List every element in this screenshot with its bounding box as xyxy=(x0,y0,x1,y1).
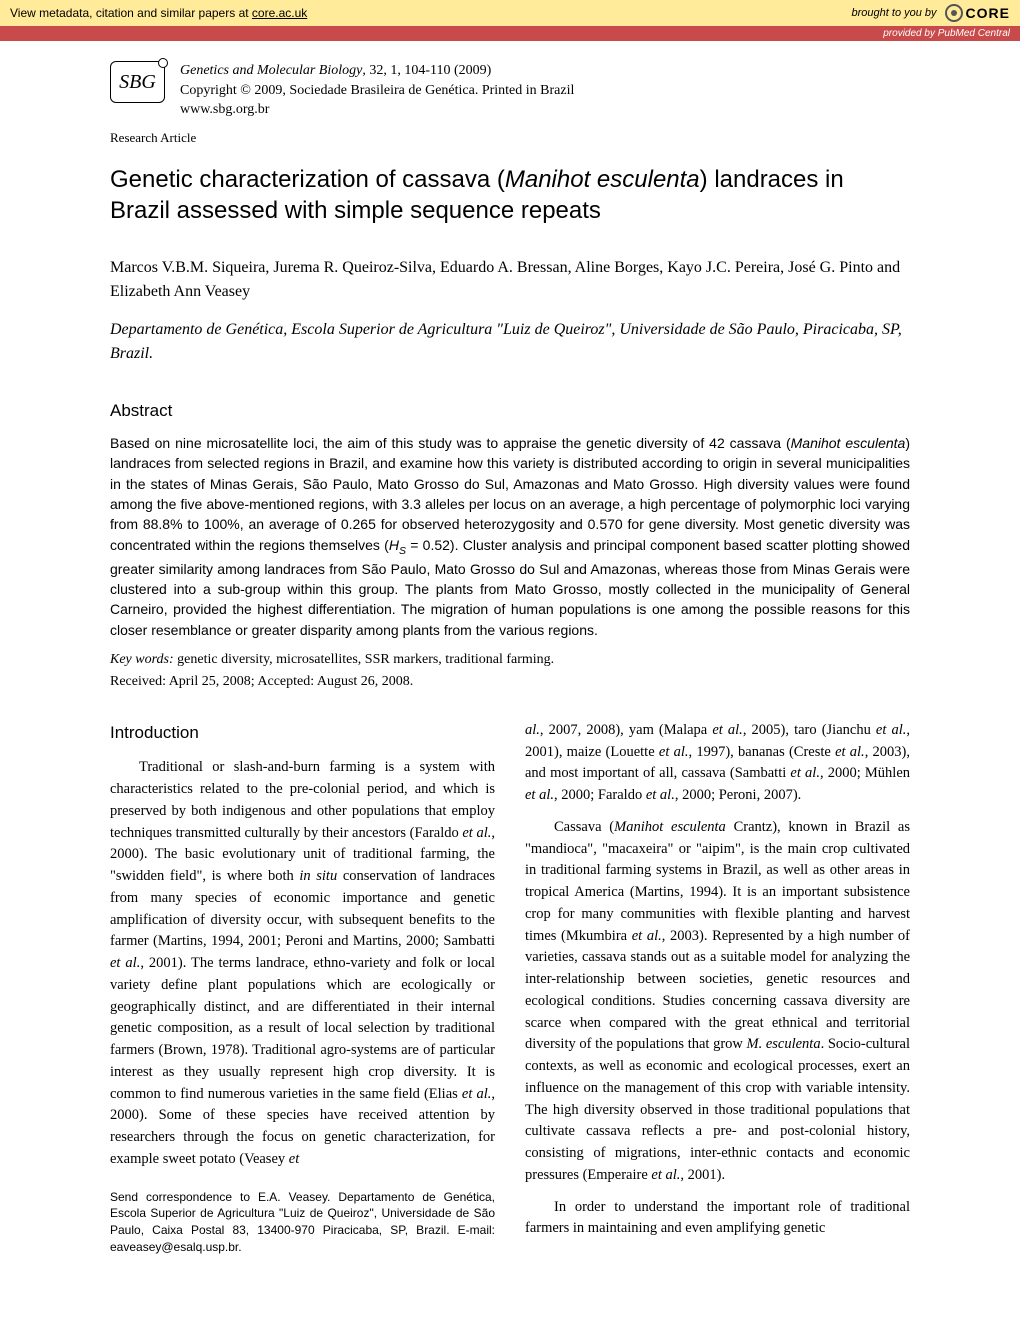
intro-right-p3: In order to understand the important rol… xyxy=(525,1197,910,1241)
abstract-body: Based on nine microsatellite loci, the a… xyxy=(110,433,910,640)
abs-p2: ) landraces from selected regions in Bra… xyxy=(110,435,910,552)
ir-1c: et al. xyxy=(712,722,742,738)
brought-by-text: brought to you by xyxy=(852,7,937,19)
il-etal2: et al. xyxy=(110,955,140,971)
il-1a: Traditional or slash-and-burn farming is… xyxy=(110,759,495,840)
affiliation: Departamento de Genética, Escola Superio… xyxy=(110,318,910,366)
page-content: SBG Genetics and Molecular Biology, 32, … xyxy=(0,41,1020,1296)
core-name: CORE xyxy=(966,5,1010,21)
ir-2e: , 2001). xyxy=(680,1167,725,1183)
intro-right-p2: Cassava (Manihot esculenta Crantz), know… xyxy=(525,817,910,1187)
ir-1m: et al. xyxy=(525,787,554,803)
provider-bar: provided by PubMed Central xyxy=(0,26,1020,41)
article-title: Genetic characterization of cassava (Man… xyxy=(110,164,910,226)
intro-heading: Introduction xyxy=(110,720,495,746)
journal-info: Genetics and Molecular Biology, 32, 1, 1… xyxy=(180,61,574,120)
ir-2sp: Manihot esculenta xyxy=(614,819,726,835)
received-accepted: Received: April 25, 2008; Accepted: Augu… xyxy=(110,674,910,690)
ir-1l: , 2000; Mühlen xyxy=(820,765,910,781)
ir-3: In order to understand the important rol… xyxy=(525,1199,910,1237)
ir-2b: Crantz), known in Brazil as "mandioca", … xyxy=(525,819,910,944)
journal-logo-text: SBG xyxy=(119,71,156,94)
journal-citation: , 32, 1, 104-110 (2009) xyxy=(362,63,491,78)
correspondence: Send correspondence to E.A. Veasey. Depa… xyxy=(110,1189,495,1256)
journal-url: www.sbg.org.br xyxy=(180,100,574,120)
intro-right-column: al., 2007, 2008), yam (Malapa et al., 20… xyxy=(525,720,910,1256)
journal-logo: SBG xyxy=(110,61,165,103)
intro-columns: Introduction Traditional or slash-and-bu… xyxy=(110,720,910,1256)
abs-sub: S xyxy=(399,544,406,556)
metadata-prefix: View metadata, citation and similar pape… xyxy=(10,6,252,20)
abs-hs: H xyxy=(389,537,399,553)
article-type: Research Article xyxy=(110,130,910,146)
ir-2etal2: et al. xyxy=(651,1167,680,1183)
ir-1n: , 2000; Faraldo xyxy=(554,787,646,803)
ir-1d: , 2005), taro (Jianchu xyxy=(743,722,876,738)
journal-name: Genetics and Molecular Biology xyxy=(180,63,362,78)
abstract-heading: Abstract xyxy=(110,401,910,421)
ir-1p: , 2000; Peroni, 2007). xyxy=(675,787,801,803)
ir-2etal: et al. xyxy=(632,928,662,944)
ir-1a: al. xyxy=(525,722,540,738)
keywords-text: genetic diversity, microsatellites, SSR … xyxy=(174,652,555,667)
abs-species: Manihot esculenta xyxy=(791,435,906,451)
authors: Marcos V.B.M. Siqueira, Jurema R. Queiro… xyxy=(110,256,910,304)
ir-1i: et al. xyxy=(835,744,865,760)
journal-copyright: Copyright © 2009, Sociedade Brasileira d… xyxy=(180,81,574,101)
ir-1k: et al. xyxy=(790,765,820,781)
ir-2mesc: M. esculenta xyxy=(747,1036,821,1052)
journal-header: SBG Genetics and Molecular Biology, 32, … xyxy=(110,61,910,120)
il-etal4: et xyxy=(289,1151,299,1167)
title-pre: Genetic characterization of cassava ( xyxy=(110,166,505,193)
core-logo[interactable]: CORE xyxy=(945,4,1010,22)
title-species: Manihot esculenta xyxy=(505,166,700,193)
keywords-label: Key words: xyxy=(110,652,174,667)
keywords: Key words: genetic diversity, microsatel… xyxy=(110,652,910,668)
ir-1o: et al. xyxy=(646,787,675,803)
ir-1e: et al. xyxy=(876,722,906,738)
il-etal3: et al. xyxy=(462,1086,491,1102)
il-etal1: et al. xyxy=(462,825,491,841)
intro-right-p1: al., 2007, 2008), yam (Malapa et al., 20… xyxy=(525,720,910,807)
metadata-link-text: View metadata, citation and similar pape… xyxy=(10,6,307,20)
core-banner: View metadata, citation and similar pape… xyxy=(0,0,1020,26)
ir-1h: , 1997), bananas (Creste xyxy=(689,744,836,760)
il-1d: , 2001). The terms landrace, ethno-varie… xyxy=(110,955,495,1102)
intro-left-p1: Traditional or slash-and-burn farming is… xyxy=(110,757,495,1170)
journal-citation-line: Genetics and Molecular Biology, 32, 1, 1… xyxy=(180,61,574,81)
il-insitu: in situ xyxy=(299,868,337,884)
core-icon xyxy=(945,4,963,22)
ir-1g: et al. xyxy=(659,744,689,760)
intro-left-column: Introduction Traditional or slash-and-bu… xyxy=(110,720,495,1256)
core-link[interactable]: core.ac.uk xyxy=(252,6,307,20)
ir-2c: , 2003). Represented by a high number of… xyxy=(525,928,910,1053)
abs-p1: Based on nine microsatellite loci, the a… xyxy=(110,435,791,451)
core-brand: brought to you by CORE xyxy=(852,4,1010,22)
provider-text: provided by PubMed Central xyxy=(883,28,1010,39)
ir-2a: Cassava ( xyxy=(554,819,614,835)
ir-1b: , 2007, 2008), yam (Malapa xyxy=(540,722,712,738)
ir-2d: . Socio-cultural contexts, as well as ec… xyxy=(525,1036,910,1183)
